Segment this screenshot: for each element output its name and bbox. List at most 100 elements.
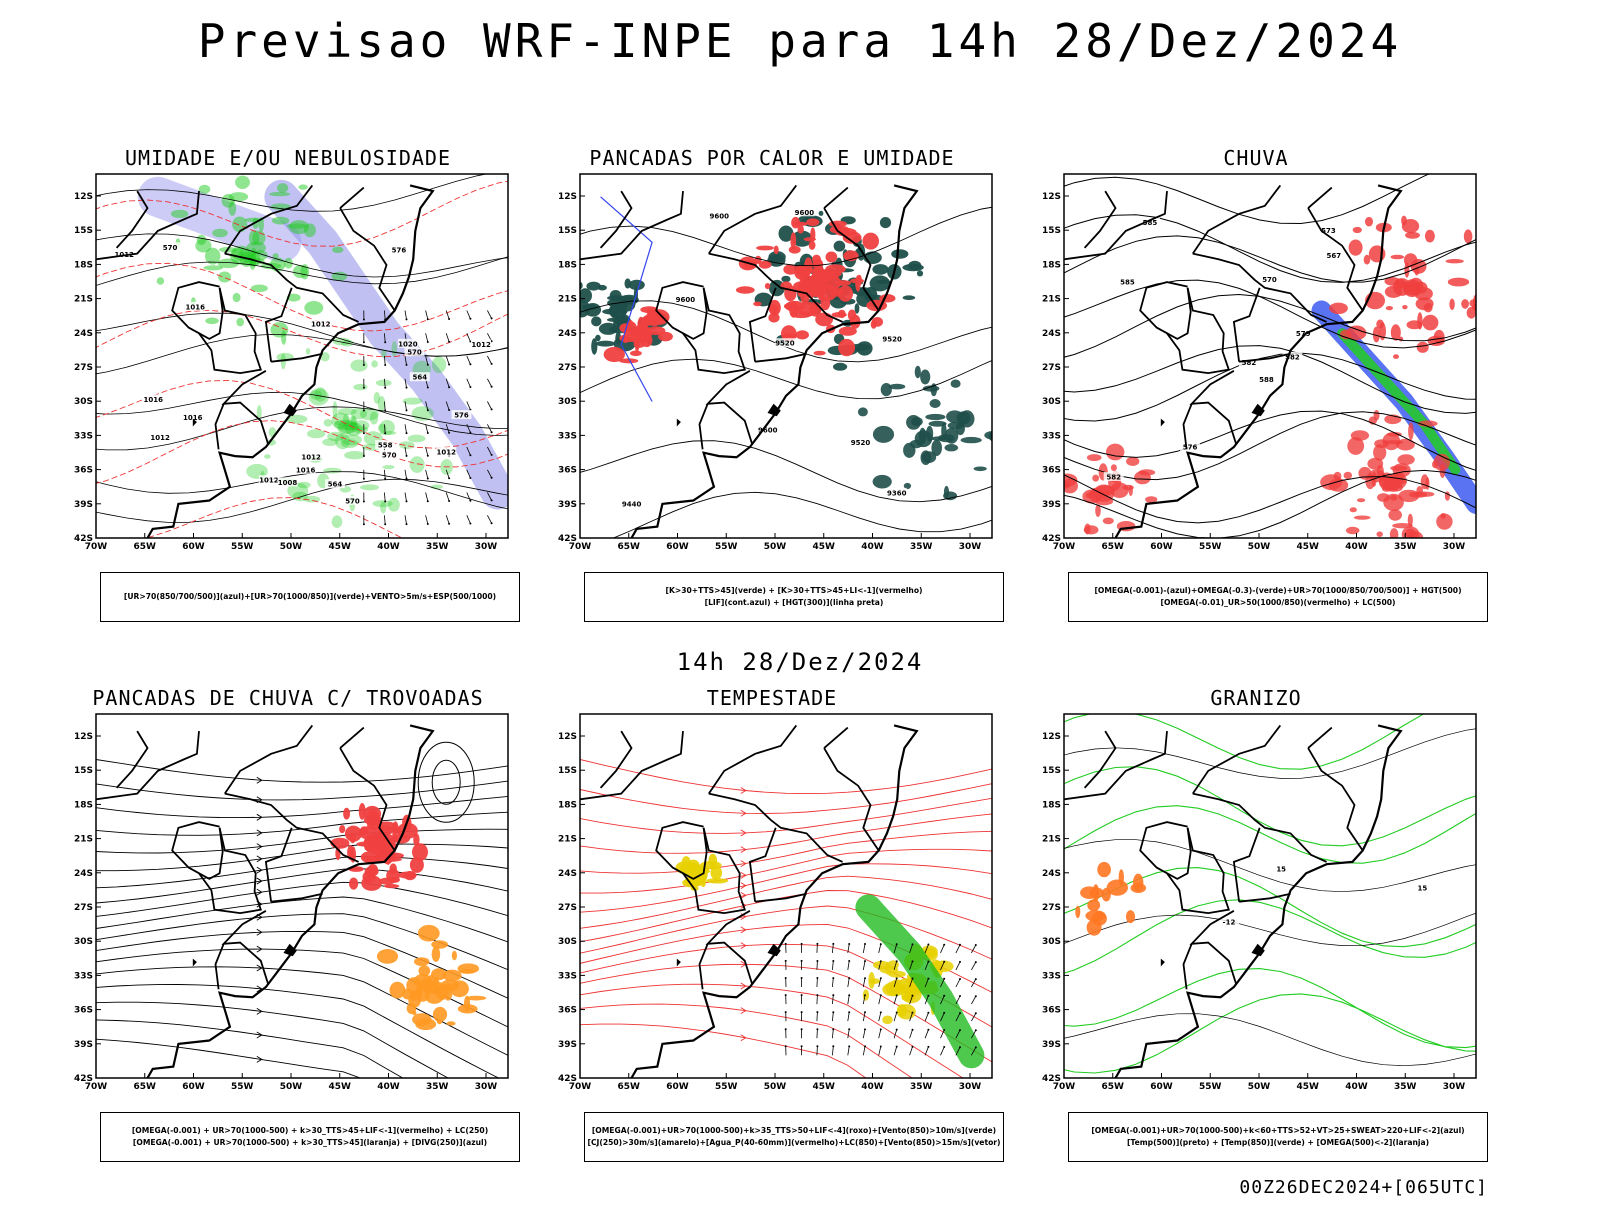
storm-area-orange <box>466 996 486 1001</box>
wind-850-vector <box>801 960 803 962</box>
wind-850-vector <box>880 977 882 979</box>
storm-area-orange <box>390 982 406 999</box>
country-border <box>224 371 268 444</box>
wind-850-vector <box>817 1012 818 1021</box>
wind-850-vector <box>817 944 818 953</box>
wind-850-vector <box>848 961 849 970</box>
lat-tick-label: 33S <box>558 971 577 981</box>
contour-label: 9360 <box>887 489 907 497</box>
wind-vector <box>363 387 365 389</box>
wind-850-vector <box>801 994 803 996</box>
lat-tick-label: 30S <box>1042 937 1061 947</box>
lon-tick-label: 55W <box>1199 542 1222 552</box>
lat-tick-label: 21S <box>558 295 577 305</box>
lat-tick-label: 21S <box>74 295 93 305</box>
lon-tick-label: 45W <box>329 1082 352 1092</box>
wind-850-vector <box>975 961 977 963</box>
lat-tick-label: 33S <box>1042 971 1061 981</box>
wind-850-vector <box>801 1011 803 1013</box>
contour-label: 564 <box>412 374 427 382</box>
panel-legend: [K>30+TTS>45](verde) + [K>30+TTS>45+LI<-… <box>584 572 1004 622</box>
contour-label: 558 <box>378 442 393 450</box>
convection-area <box>599 323 618 335</box>
humidity-blob <box>380 502 386 514</box>
humidity-blob <box>289 220 309 234</box>
wind-850-vector <box>943 944 945 946</box>
contour-label: 1012 <box>471 341 491 349</box>
wind-850-vector <box>927 1012 929 1014</box>
rain-area <box>1411 259 1427 274</box>
wind-vector <box>427 500 429 502</box>
contour-label: 585 <box>1120 279 1135 287</box>
rain-area <box>1402 526 1420 542</box>
wind-vector <box>491 408 493 410</box>
rain-area <box>1402 305 1407 309</box>
lon-tick-label: 30W <box>475 542 498 552</box>
convection-li-area <box>806 218 819 226</box>
wind-vector <box>469 386 471 388</box>
humidity-blob <box>269 192 290 196</box>
isobar <box>86 313 519 356</box>
wind-vector <box>467 379 471 387</box>
storm-area-orange <box>418 925 440 942</box>
convection-area <box>781 276 790 283</box>
wind-vector <box>406 364 408 366</box>
wind-vector <box>467 356 471 364</box>
contour-label: 1012 <box>311 320 331 328</box>
wind-vector <box>487 515 491 523</box>
storm-area <box>384 884 399 888</box>
omega-area <box>1107 880 1128 896</box>
humidity-blob <box>360 484 379 490</box>
wind-850-vector <box>880 943 882 945</box>
country-border <box>824 728 848 749</box>
rain-area <box>1408 423 1414 441</box>
wind-850-vector <box>927 1046 929 1048</box>
convection-area <box>586 282 600 291</box>
lon-tick-label: 30W <box>959 542 982 552</box>
convection-li-area <box>809 241 816 250</box>
lon-tick-label: 45W <box>813 542 836 552</box>
storm-area-orange <box>427 975 436 989</box>
wind-850-vector <box>785 1045 787 1047</box>
wind-850-vector <box>956 962 960 970</box>
wind-vector <box>491 431 493 433</box>
humidity-blob <box>236 318 244 327</box>
contour-label: 567 <box>1326 252 1341 260</box>
lon-tick-label: 65W <box>1102 1082 1125 1092</box>
wind-vector <box>426 311 428 320</box>
lat-tick-label: 39S <box>558 500 577 510</box>
humidity-blob <box>376 380 392 387</box>
lon-tick-label: 55W <box>715 542 738 552</box>
wind-vector <box>384 523 386 525</box>
wind-vector <box>491 317 493 319</box>
humidity-blob <box>233 293 241 302</box>
convection-li-area <box>755 256 762 264</box>
wind-vector <box>512 340 514 342</box>
convection-area <box>596 341 615 347</box>
humidity-blob <box>306 348 311 354</box>
storm-area-orange <box>443 970 462 982</box>
streamline <box>96 829 508 853</box>
wind-850-vector <box>863 961 865 970</box>
contour-label: 1008 <box>278 479 298 487</box>
convection-area <box>922 451 936 463</box>
rain-area <box>1346 527 1360 534</box>
storm-area <box>361 875 382 891</box>
country-border <box>580 191 683 259</box>
humidity-blob <box>281 330 286 345</box>
wind-850-vector <box>848 1045 850 1047</box>
rain-area <box>1084 525 1099 534</box>
wind-vector <box>491 386 493 388</box>
jet-area <box>892 979 902 984</box>
humidity-blob <box>374 392 380 404</box>
wind-vector <box>426 424 428 433</box>
rain-area <box>1377 531 1383 537</box>
wind-850-vector <box>864 994 866 996</box>
streamline <box>96 844 508 871</box>
rain-area <box>1393 463 1411 477</box>
wind-850-vector <box>832 1046 833 1055</box>
lon-tick-label: 35W <box>910 1082 933 1092</box>
wind-vector <box>405 311 407 320</box>
wind-vector <box>384 364 386 366</box>
wind-vector <box>467 333 471 341</box>
